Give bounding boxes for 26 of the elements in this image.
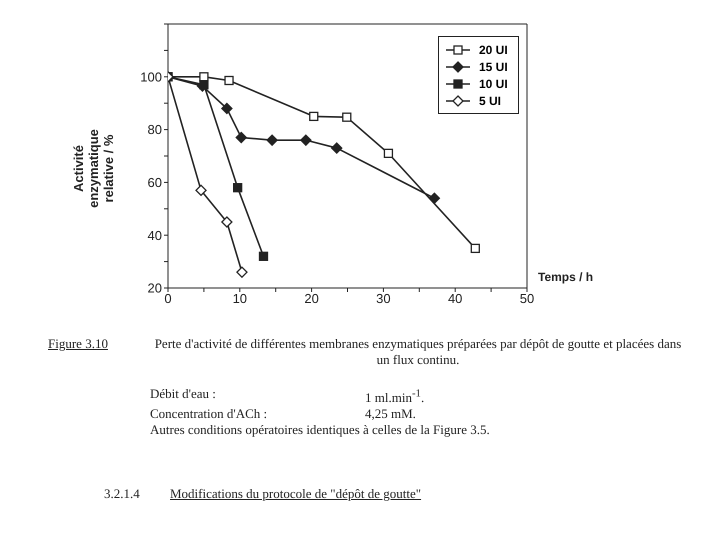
- x-tick-label: 10: [232, 291, 248, 306]
- text: Modifications du protocole de "dépôt de goutte": [170, 486, 422, 502]
- x-tick-label: 0: [164, 291, 172, 306]
- legend-label: 5 UI: [479, 94, 502, 108]
- y-tick-label: 100: [140, 69, 162, 84]
- y-tick-label: 80: [148, 122, 162, 138]
- text: Perte d'activité de différentes membranes enzymatiques préparées par dépôt de goutte et placées dans un flux continu.: [154, 336, 682, 367]
- x-tick-label: 30: [376, 291, 391, 306]
- legend-label: 10 UI: [479, 76, 508, 90]
- caption: Figure 3.10: [48, 336, 108, 351]
- y-tick-label: 40: [148, 228, 162, 243]
- x-tick-label: 20: [304, 291, 319, 306]
- text: 4,25 mM.: [365, 406, 416, 422]
- text: 1 ml.min$^{-1}$.: [365, 388, 424, 406]
- text: Autres conditions opératoires identiques à celles de la Figure 3.5.: [150, 422, 490, 438]
- y-tick-label: 60: [148, 175, 162, 190]
- x-axis-title: Temps / h: [538, 270, 594, 284]
- y-axis-title: Activité enzymatique relative / %: [70, 128, 116, 208]
- x-tick-label: 50: [520, 291, 534, 306]
- text: Concentration d'ACh :: [150, 406, 268, 422]
- legend-label: 20 UI: [479, 42, 508, 56]
- x-tick-label: 40: [448, 291, 462, 306]
- text: Débit d'eau :: [150, 386, 216, 401]
- legend-label: 15 UI: [479, 60, 508, 74]
- y-tick-label: 20: [148, 280, 162, 296]
- text: 3.2.1.4: [104, 486, 140, 502]
